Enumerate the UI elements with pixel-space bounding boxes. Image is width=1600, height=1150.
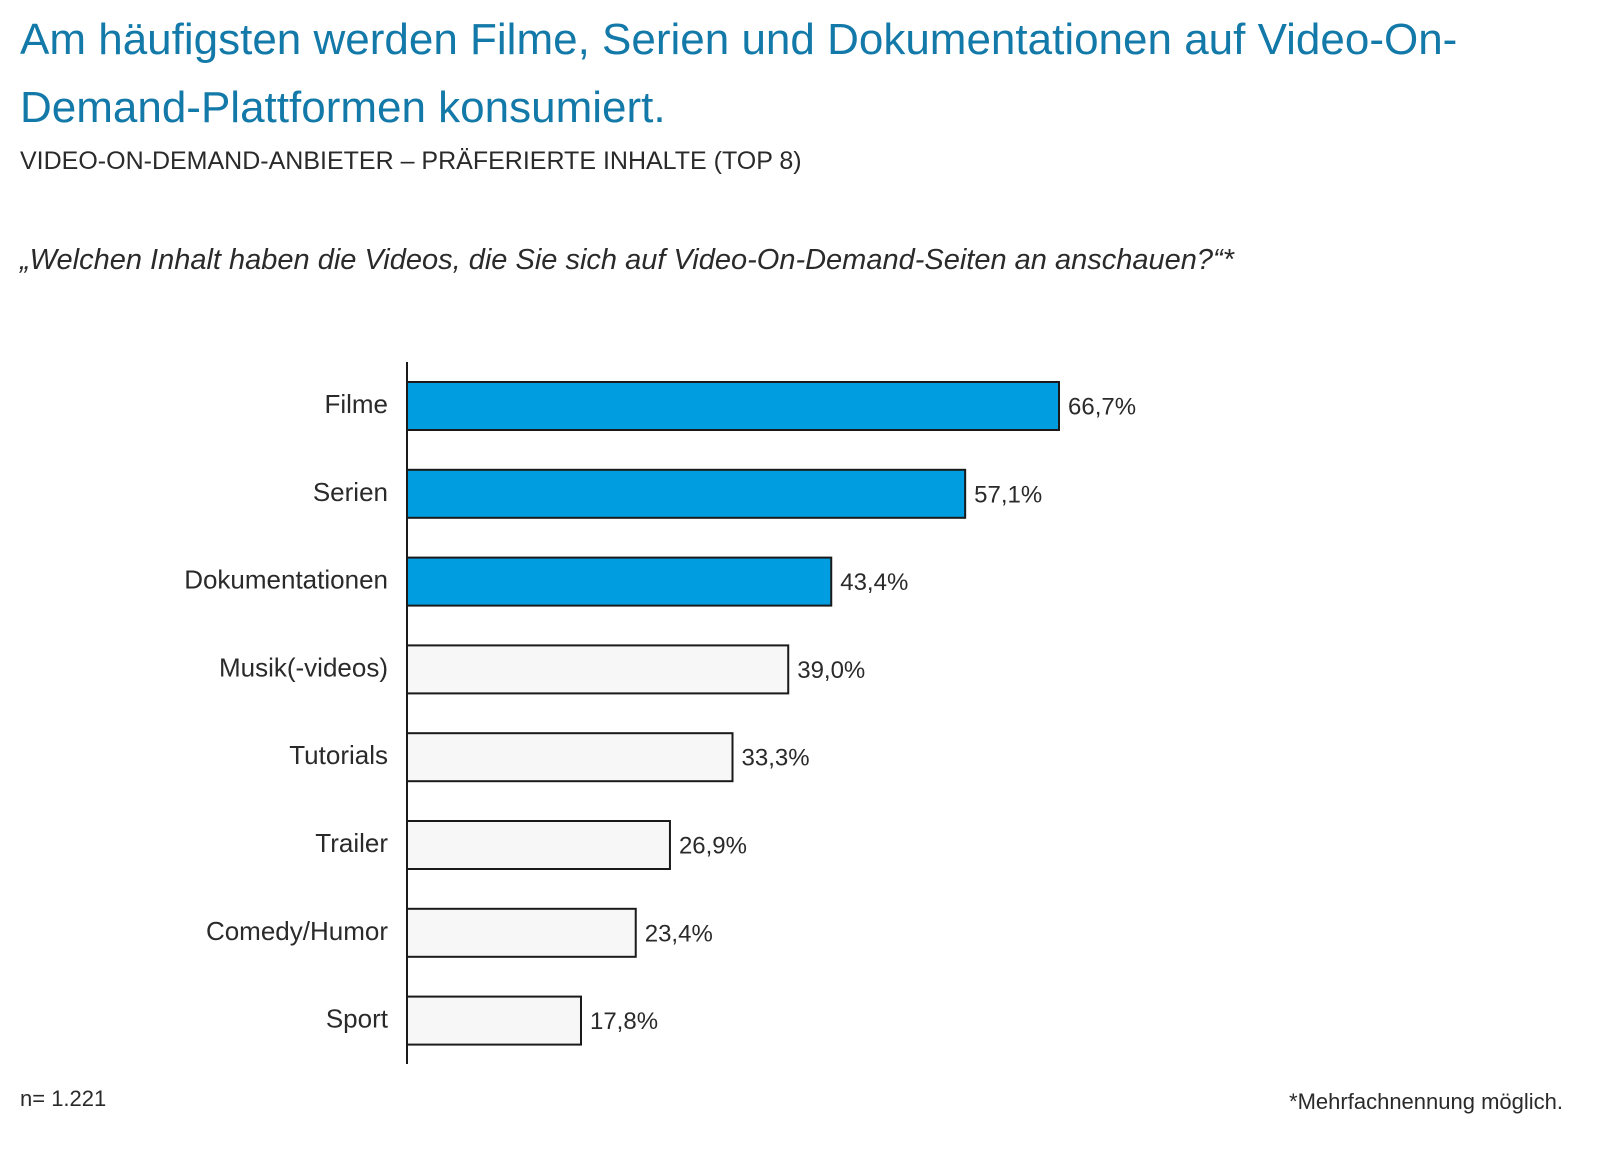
value-label-filme: 66,7%: [1068, 394, 1136, 421]
value-label-sport: 17,8%: [590, 1008, 658, 1035]
category-label-trailer: Trailer: [315, 828, 388, 858]
category-label-tutorials: Tutorials: [289, 740, 388, 770]
horizontal-bar-chart: Filme 66,7% Serien 57,1% Dokumentationen 43,4…: [184, 362, 1136, 1064]
category-label-musik-videos: Musik(-videos): [219, 652, 388, 682]
bar-group: Filme 66,7% Serien 57,1% Dokumentationen 43,4…: [184, 381, 1136, 1046]
value-label-trailer: 26,9%: [679, 833, 747, 860]
value-label-musik-videos: 39,0%: [797, 657, 865, 684]
survey-question: „Welchen Inhalt haben die Videos, die Si…: [20, 244, 1234, 276]
multiple-answers-note: *Mehrfachnennung möglich.: [1289, 1089, 1563, 1114]
category-label-dokumentationen: Dokumentationen: [184, 565, 388, 595]
page-title: Am häufigsten werden Filme, Serien und D…: [20, 15, 1458, 132]
category-label-filme: Filme: [324, 389, 388, 419]
value-label-comedy-humor: 23,4%: [645, 920, 713, 947]
bar-musik-videos: [406, 644, 790, 695]
bar-sport: [406, 995, 582, 1046]
bar-filme: [406, 381, 1060, 431]
category-label-serien: Serien: [313, 477, 388, 507]
value-label-serien: 57,1%: [974, 481, 1042, 508]
bar-serien: [406, 468, 967, 519]
value-label-dokumentationen: 43,4%: [840, 569, 908, 596]
bar-tutorials: [406, 732, 734, 783]
category-label-comedy-humor: Comedy/Humor: [206, 916, 388, 946]
bar-trailer: [406, 820, 671, 870]
category-label-sport: Sport: [326, 1004, 389, 1034]
chart-subtitle: VIDEO-ON-DEMAND-ANBIETER – PRÄFERIERTE I…: [20, 147, 802, 175]
bar-dokumentationen: [406, 556, 833, 607]
sample-size-note: n= 1.221: [20, 1086, 107, 1111]
value-label-tutorials: 33,3%: [742, 745, 810, 772]
bar-comedy-humor: [406, 907, 637, 958]
